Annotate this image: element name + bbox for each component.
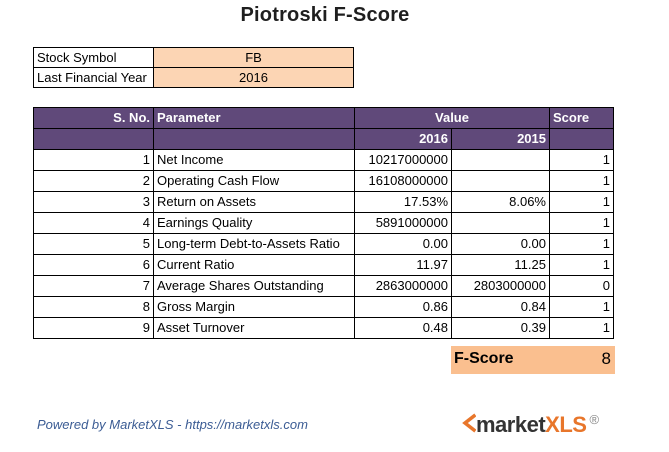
row-number[interactable]: 5 bbox=[33, 233, 154, 255]
row-score[interactable]: 1 bbox=[549, 191, 614, 213]
table-row: 4 Earnings Quality 5891000000 1 bbox=[33, 212, 614, 234]
financial-year-cell[interactable]: 2016 bbox=[153, 67, 354, 88]
row-value-2015[interactable]: 0.84 bbox=[451, 296, 550, 318]
logo-text-main: market bbox=[476, 412, 546, 437]
row-value-2015[interactable] bbox=[451, 149, 550, 171]
row-parameter[interactable]: Long-term Debt-to-Assets Ratio bbox=[153, 233, 355, 255]
row-parameter[interactable]: Earnings Quality bbox=[153, 212, 355, 234]
header-score: Score bbox=[549, 107, 614, 129]
row-value-2016[interactable]: 17.53% bbox=[354, 191, 452, 213]
logo-text-accent: XLS bbox=[545, 412, 587, 437]
header-serial-no: S. No. bbox=[33, 107, 154, 129]
row-value-2016[interactable]: 11.97 bbox=[354, 254, 452, 276]
row-number[interactable]: 1 bbox=[33, 149, 154, 171]
row-parameter[interactable]: Net Income bbox=[153, 149, 355, 171]
row-value-2016[interactable]: 10217000000 bbox=[354, 149, 452, 171]
row-number[interactable]: 8 bbox=[33, 296, 154, 318]
fscore-parameters-table: S. No. Parameter Value Score 2016 2015 1… bbox=[33, 107, 614, 339]
row-parameter[interactable]: Gross Margin bbox=[153, 296, 355, 318]
table-subheader-row: 2016 2015 bbox=[33, 128, 614, 150]
row-value-2015[interactable]: 8.06% bbox=[451, 191, 550, 213]
page-title: Piotroski F-Score bbox=[240, 4, 410, 26]
row-value-2016[interactable]: 5891000000 bbox=[354, 212, 452, 234]
row-score[interactable]: 1 bbox=[549, 149, 614, 171]
header-parameter: Parameter bbox=[153, 107, 355, 129]
header-year-2016: 2016 bbox=[354, 128, 452, 150]
row-number[interactable]: 4 bbox=[33, 212, 154, 234]
fscore-label: F-Score bbox=[454, 350, 514, 367]
row-parameter[interactable]: Average Shares Outstanding bbox=[153, 275, 355, 297]
table-row: 3 Return on Assets 17.53% 8.06% 1 bbox=[33, 191, 614, 213]
table-row: 1 Net Income 10217000000 1 bbox=[33, 149, 614, 171]
row-score[interactable]: 1 bbox=[549, 254, 614, 276]
row-number[interactable]: 7 bbox=[33, 275, 154, 297]
row-value-2016[interactable]: 0.00 bbox=[354, 233, 452, 255]
row-parameter[interactable]: Asset Turnover bbox=[153, 317, 355, 339]
row-score[interactable]: 0 bbox=[549, 275, 614, 297]
table-row: 9 Asset Turnover 0.48 0.39 1 bbox=[33, 317, 614, 339]
row-number[interactable]: 2 bbox=[33, 170, 154, 192]
row-parameter[interactable]: Operating Cash Flow bbox=[153, 170, 355, 192]
table-row: 5 Long-term Debt-to-Assets Ratio 0.00 0.… bbox=[33, 233, 614, 255]
table-row: 7 Average Shares Outstanding 2863000000 … bbox=[33, 275, 614, 297]
powered-by-text: Powered by MarketXLS - https://marketxls… bbox=[37, 417, 308, 432]
row-score[interactable]: 1 bbox=[549, 296, 614, 318]
marketxls-logo: market XLS ® bbox=[462, 411, 599, 439]
row-value-2015[interactable]: 11.25 bbox=[451, 254, 550, 276]
row-number[interactable]: 3 bbox=[33, 191, 154, 213]
row-parameter[interactable]: Return on Assets bbox=[153, 191, 355, 213]
table-row: 8 Gross Margin 0.86 0.84 1 bbox=[33, 296, 614, 318]
header-value: Value bbox=[354, 107, 550, 129]
registered-mark: ® bbox=[589, 411, 600, 427]
fscore-summary: F-Score 8 bbox=[451, 346, 615, 374]
row-score[interactable]: 1 bbox=[549, 233, 614, 255]
row-value-2016[interactable]: 0.48 bbox=[354, 317, 452, 339]
subheader-empty-no bbox=[33, 128, 154, 150]
chevron-left-logo-icon bbox=[462, 413, 477, 437]
row-value-2015[interactable]: 2803000000 bbox=[451, 275, 550, 297]
row-score[interactable]: 1 bbox=[549, 317, 614, 339]
header-year-2015: 2015 bbox=[451, 128, 550, 150]
row-value-2016[interactable]: 2863000000 bbox=[354, 275, 452, 297]
row-number[interactable]: 6 bbox=[33, 254, 154, 276]
table-row: 6 Current Ratio 11.97 11.25 1 bbox=[33, 254, 614, 276]
stock-info-table: Stock Symbol FB Last Financial Year 2016 bbox=[33, 47, 354, 88]
table-header-row: S. No. Parameter Value Score bbox=[33, 107, 614, 129]
row-parameter[interactable]: Current Ratio bbox=[153, 254, 355, 276]
row-value-2016[interactable]: 16108000000 bbox=[354, 170, 452, 192]
row-value-2016[interactable]: 0.86 bbox=[354, 296, 452, 318]
chevron-left-logo-svg bbox=[462, 413, 477, 433]
stock-symbol-row: Stock Symbol FB bbox=[33, 47, 354, 68]
fscore-value[interactable]: 8 bbox=[601, 349, 611, 368]
row-value-2015[interactable]: 0.00 bbox=[451, 233, 550, 255]
stock-symbol-label: Stock Symbol bbox=[33, 47, 154, 68]
table-row: 2 Operating Cash Flow 16108000000 1 bbox=[33, 170, 614, 192]
row-score[interactable]: 1 bbox=[549, 212, 614, 234]
row-number[interactable]: 9 bbox=[33, 317, 154, 339]
subheader-empty-param bbox=[153, 128, 355, 150]
stock-symbol-cell[interactable]: FB bbox=[153, 47, 354, 68]
row-value-2015[interactable]: 0.39 bbox=[451, 317, 550, 339]
financial-year-label: Last Financial Year bbox=[33, 67, 154, 88]
financial-year-row: Last Financial Year 2016 bbox=[33, 67, 354, 88]
row-value-2015[interactable] bbox=[451, 212, 550, 234]
row-value-2015[interactable] bbox=[451, 170, 550, 192]
subheader-empty-score bbox=[549, 128, 614, 150]
row-score[interactable]: 1 bbox=[549, 170, 614, 192]
